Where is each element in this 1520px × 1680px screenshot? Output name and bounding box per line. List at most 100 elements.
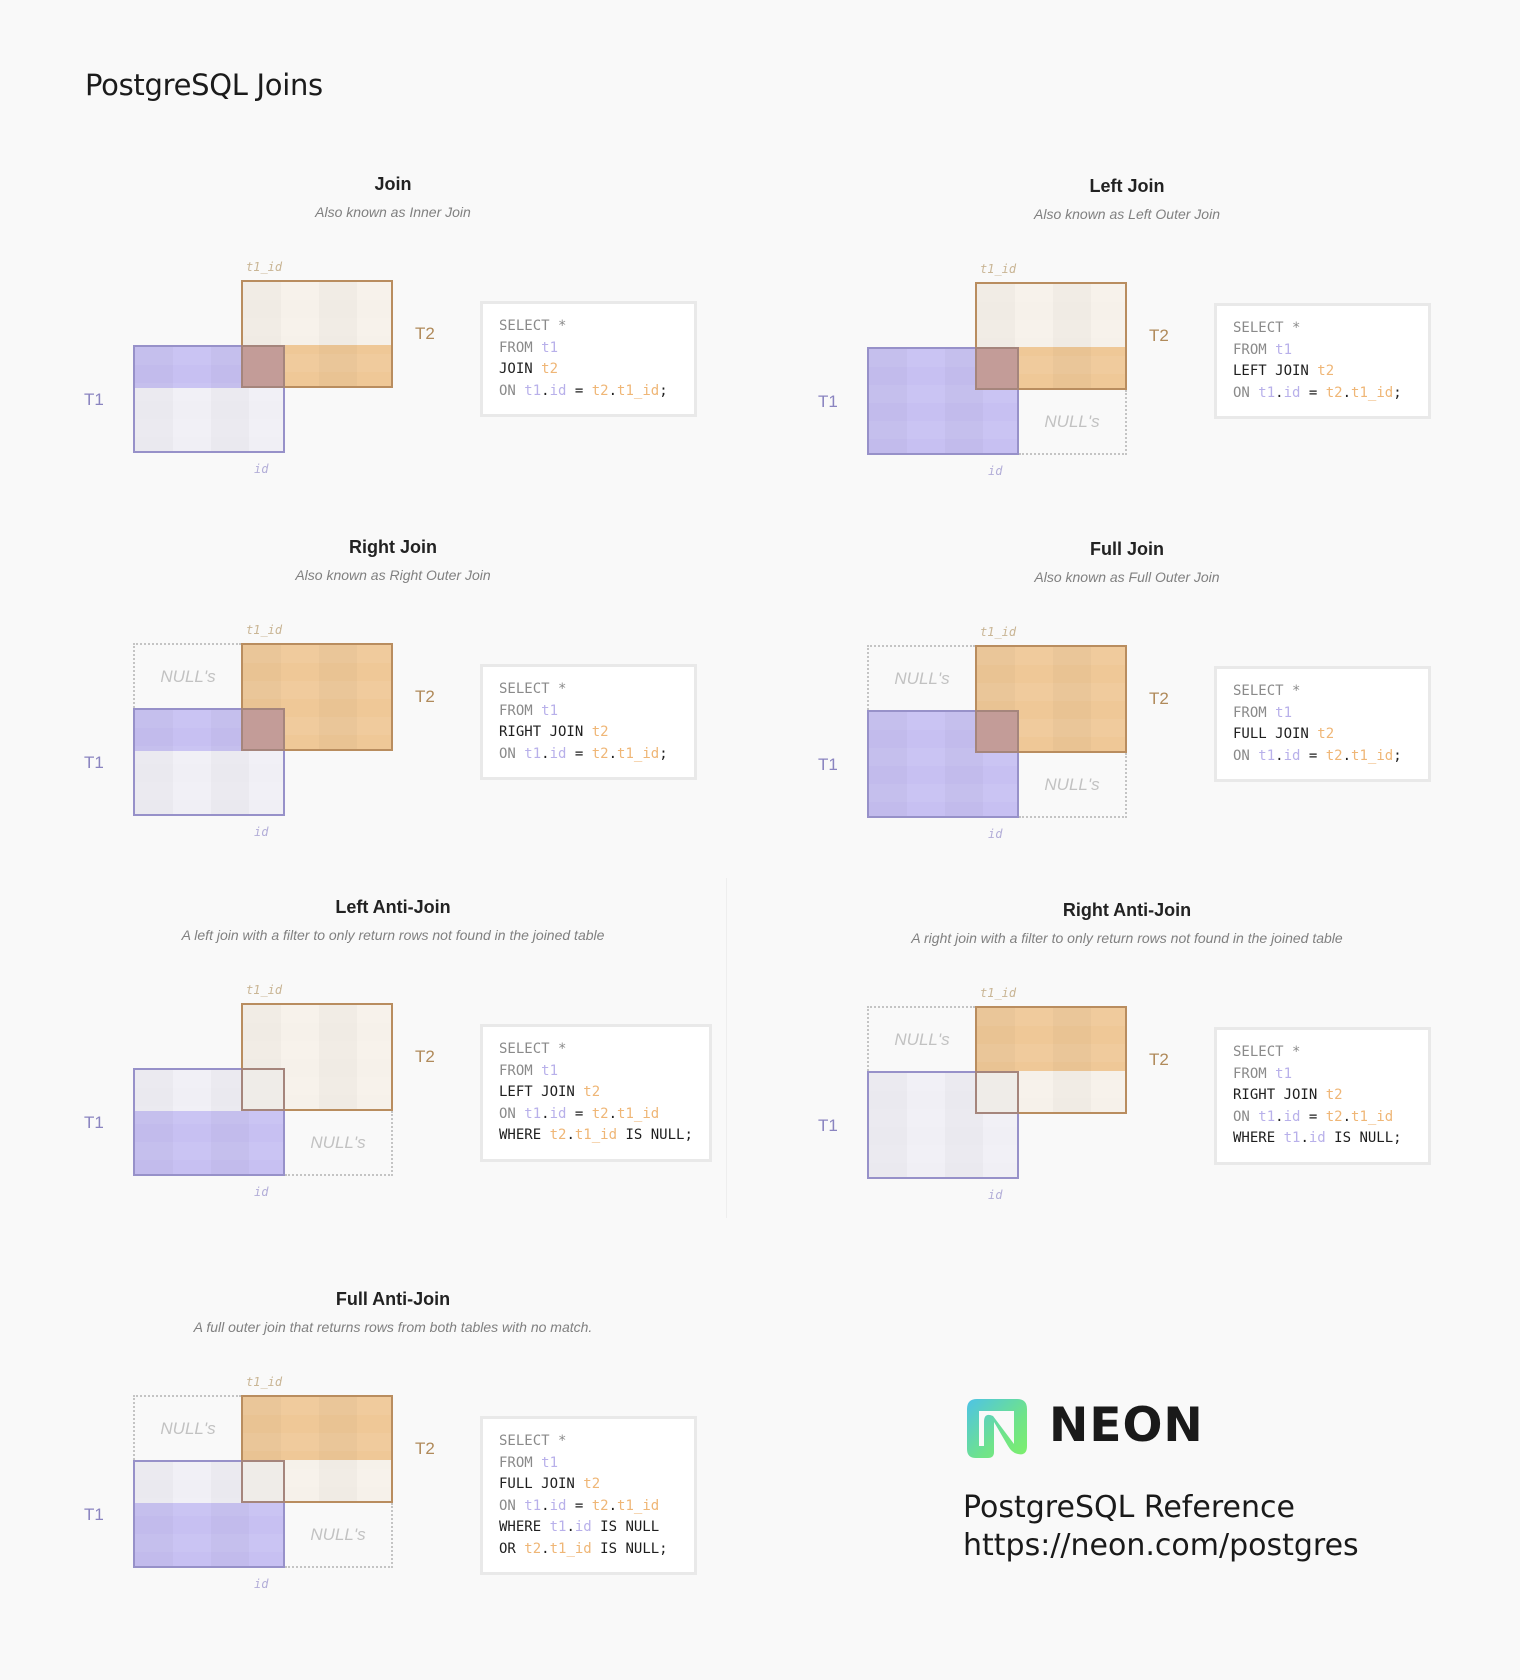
sql-token: t1 — [524, 1497, 542, 1514]
sql-token: . — [566, 1519, 575, 1535]
sql-token: id — [1283, 384, 1301, 401]
sql-token: t1 — [1258, 384, 1276, 401]
sql-token: t1 — [541, 702, 559, 719]
t1-id-column-label: t1_id — [246, 260, 283, 274]
sql-token: t1 — [1258, 747, 1276, 764]
t2-unmatched-rows — [977, 1008, 1125, 1071]
sql-token: t1 — [1275, 341, 1293, 358]
t2-unmatched-rows — [243, 282, 391, 345]
sql-line: LEFT JOIN t2 — [1233, 361, 1412, 383]
sql-token: t1 — [524, 382, 542, 399]
t1-unmatched-rows — [869, 390, 1017, 453]
sql-token: ON — [1233, 1108, 1259, 1125]
sql-line: JOIN t2 — [499, 359, 678, 381]
null-label: NULL's — [160, 666, 216, 686]
sql-token: . — [541, 745, 550, 762]
sql-token: id — [549, 1105, 567, 1122]
sql-token: t1 — [524, 745, 542, 762]
sql-token: t2 — [591, 745, 609, 762]
sql-token: . — [1342, 1108, 1352, 1125]
null-region-right: NULL's — [1019, 390, 1127, 455]
sql-token: t1_id — [574, 1127, 618, 1143]
panel-title: Full Join — [1090, 539, 1164, 559]
sql-token: IS NULL; — [1325, 1130, 1402, 1146]
sql-token: t2 — [1317, 363, 1335, 379]
null-region-left: NULL's — [867, 645, 975, 710]
sql-token: = — [1300, 384, 1326, 401]
sql-line: OR t2.t1_id IS NULL; — [499, 1539, 678, 1561]
null-label: NULL's — [894, 1029, 950, 1049]
intersection — [241, 1460, 285, 1503]
reference-url[interactable]: https://neon.com/postgres — [963, 1528, 1359, 1563]
panel-title: Right Join — [349, 537, 437, 557]
sql-token: id — [549, 745, 567, 762]
sql-token: . — [541, 1540, 550, 1557]
sql-token: . — [541, 1497, 550, 1514]
sql-line: FROM t1 — [1233, 340, 1412, 362]
sql-token: FROM — [1233, 341, 1276, 358]
column-divider — [726, 878, 727, 1218]
sql-token: t1_id — [1351, 384, 1394, 401]
intersection — [241, 345, 285, 388]
sql-token: t2 — [524, 1540, 542, 1557]
sql-token: IS NULL — [591, 1519, 660, 1535]
sql-token: . — [608, 1497, 618, 1514]
join-panel: Left Anti-Join A left join with a filter… — [70, 897, 790, 1227]
sql-token: FROM — [1233, 1065, 1276, 1082]
neon-wordmark: NEON — [1049, 1398, 1204, 1453]
sql-token: t2 — [591, 1497, 609, 1514]
t2-label: T2 — [1149, 689, 1169, 708]
sql-token: t2 — [541, 361, 559, 377]
sql-token: ; — [659, 382, 668, 399]
sql-code-block: SELECT * FROM t1 LEFT JOIN t2 ON t1.id = t2… — [480, 1024, 712, 1162]
null-region-right: NULL's — [1019, 753, 1127, 818]
sql-token: t2 — [583, 1084, 601, 1100]
join-panel: Join Also known as Inner Join t1_id T1 T… — [70, 174, 790, 504]
panel-title: Left Anti-Join — [335, 897, 451, 917]
sql-line: FROM t1 — [1233, 703, 1412, 725]
panel-subtitle: Also known as Inner Join — [315, 204, 471, 220]
sql-token: . — [608, 1105, 618, 1122]
sql-token: FULL JOIN — [499, 1476, 584, 1492]
t1-id-column-label: t1_id — [980, 625, 1017, 639]
id-column-label: id — [254, 825, 269, 839]
sql-code-block: SELECT * FROM t1 RIGHT JOIN t2 ON t1.id = t… — [480, 664, 697, 780]
sql-token: WHERE — [1233, 1130, 1284, 1146]
sql-token: SELECT * — [1233, 320, 1301, 336]
sql-token: t2 — [1325, 384, 1343, 401]
sql-token: = — [566, 745, 592, 762]
t2-label: T2 — [415, 1439, 435, 1458]
sql-line: ON t1.id = t2.t1_id; — [499, 381, 678, 403]
sql-token: id — [1283, 747, 1301, 764]
null-label: NULL's — [1044, 774, 1100, 794]
intersection — [241, 1068, 285, 1111]
sql-line: FROM t1 — [499, 701, 678, 723]
sql-token: t1 — [1283, 1130, 1301, 1146]
null-label: NULL's — [160, 1418, 216, 1438]
sql-token: . — [1275, 747, 1284, 764]
t1-id-column-label: t1_id — [980, 262, 1017, 276]
sql-line: RIGHT JOIN t2 — [1233, 1085, 1412, 1107]
sql-token: FULL JOIN — [1233, 726, 1318, 742]
sql-token: RIGHT JOIN — [1233, 1087, 1326, 1103]
sql-line: ON t1.id = t2.t1_id — [499, 1496, 678, 1518]
sql-token: . — [541, 382, 550, 399]
sql-token: SELECT * — [499, 1041, 567, 1057]
t1-unmatched-rows — [135, 1111, 283, 1174]
sql-token: . — [608, 382, 618, 399]
sql-token: . — [1342, 747, 1352, 764]
sql-line: SELECT * — [1233, 681, 1412, 703]
sql-token: LEFT JOIN — [499, 1084, 584, 1100]
sql-token: IS NULL; — [617, 1127, 693, 1143]
sql-token: SELECT * — [499, 318, 567, 334]
sql-token: . — [1300, 1130, 1309, 1146]
sql-code-block: SELECT * FROM t1 FULL JOIN t2 ON t1.id = t2… — [1214, 666, 1431, 782]
sql-token: t2 — [591, 724, 609, 740]
sql-token: t2 — [1317, 726, 1335, 742]
sql-token: JOIN — [499, 361, 542, 377]
t1-unmatched-rows — [869, 753, 1017, 816]
sql-token: ON — [499, 745, 525, 762]
sql-token: WHERE — [499, 1519, 550, 1535]
sql-token: ON — [499, 382, 525, 399]
sql-token: . — [1275, 1108, 1284, 1125]
